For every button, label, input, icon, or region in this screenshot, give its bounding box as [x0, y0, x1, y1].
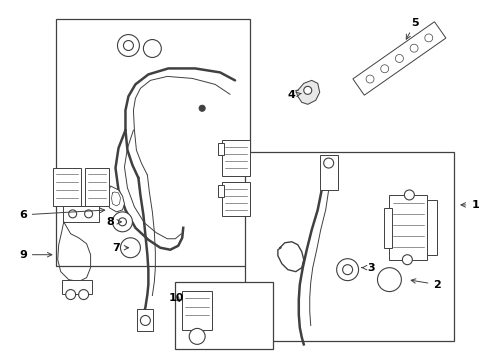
Bar — [175, 282, 272, 349]
Circle shape — [199, 105, 205, 111]
Circle shape — [342, 265, 352, 275]
Bar — [388, 195, 427, 260]
Text: 8: 8 — [106, 217, 121, 227]
Text: 7: 7 — [112, 243, 128, 253]
Circle shape — [380, 65, 388, 73]
Circle shape — [120, 238, 140, 258]
Bar — [218, 143, 224, 155]
Bar — [62, 206, 99, 222]
Circle shape — [117, 35, 139, 57]
Circle shape — [123, 41, 133, 50]
Circle shape — [189, 328, 205, 345]
Bar — [352, 22, 445, 95]
Bar — [137, 310, 153, 332]
Polygon shape — [295, 80, 319, 104]
Circle shape — [366, 75, 373, 83]
Bar — [53, 168, 81, 206]
Text: 6: 6 — [19, 208, 104, 220]
Circle shape — [84, 210, 92, 218]
Bar — [222, 140, 249, 176]
Circle shape — [404, 190, 413, 200]
Bar — [61, 280, 91, 293]
Bar — [319, 155, 337, 190]
Polygon shape — [107, 186, 124, 212]
Circle shape — [409, 44, 417, 52]
Text: 9: 9 — [19, 250, 52, 260]
Bar — [427, 200, 436, 255]
Text: 5: 5 — [406, 18, 418, 39]
Circle shape — [143, 40, 161, 58]
Bar — [244, 152, 453, 341]
Text: 2: 2 — [410, 279, 440, 289]
Bar — [84, 168, 108, 206]
Circle shape — [140, 315, 150, 325]
Circle shape — [118, 218, 126, 226]
Bar — [384, 208, 392, 248]
Bar — [222, 182, 249, 216]
Circle shape — [79, 289, 88, 300]
Circle shape — [303, 86, 311, 94]
Circle shape — [336, 259, 358, 280]
Circle shape — [323, 158, 333, 168]
Circle shape — [395, 54, 403, 62]
Text: 3: 3 — [361, 263, 375, 273]
Circle shape — [65, 289, 76, 300]
Bar — [56, 19, 249, 266]
Circle shape — [112, 212, 132, 232]
Circle shape — [377, 268, 401, 292]
Bar — [182, 291, 212, 330]
Circle shape — [402, 255, 411, 265]
Circle shape — [424, 34, 432, 42]
Text: 1: 1 — [460, 200, 478, 210]
Circle shape — [68, 210, 77, 218]
Text: 4: 4 — [287, 90, 301, 100]
Text: 10: 10 — [168, 293, 183, 302]
Bar — [218, 185, 224, 197]
